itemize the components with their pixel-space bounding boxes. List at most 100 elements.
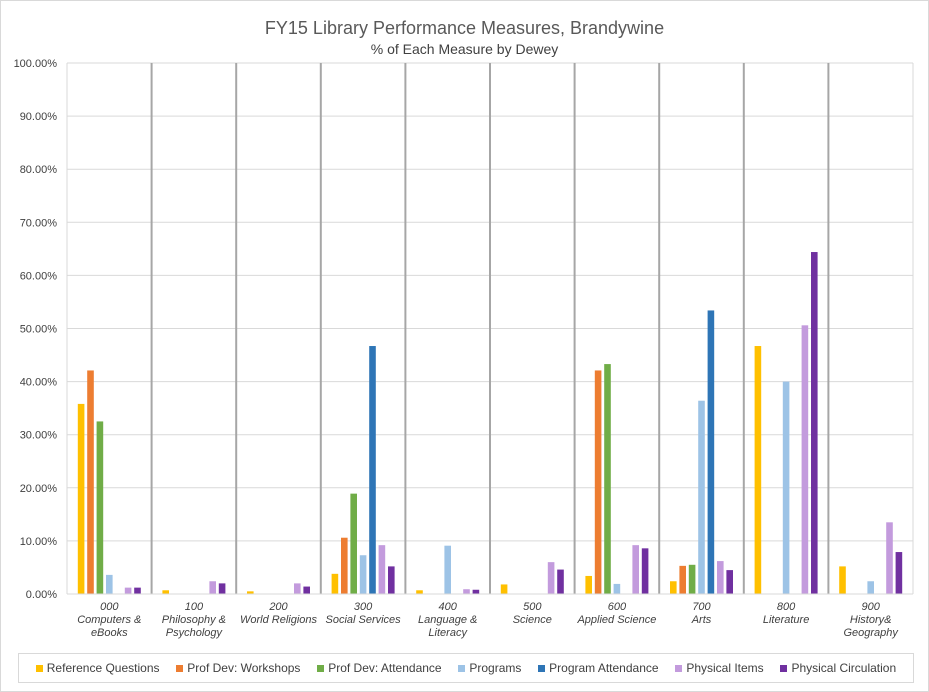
y-tick-label: 0.00%	[26, 589, 57, 601]
category-label: History&	[850, 614, 892, 626]
category-label: 400	[439, 601, 458, 613]
legend-label: Reference Questions	[46, 661, 160, 675]
legend-label: Prof Dev: Attendance	[328, 661, 442, 675]
legend-label: Programs	[469, 661, 522, 675]
bar	[641, 548, 649, 594]
category-label: Applied Science	[576, 614, 656, 626]
bar	[341, 537, 348, 594]
category-label: World Religions	[240, 614, 318, 626]
bar	[472, 589, 480, 594]
bar	[886, 522, 893, 594]
bar	[594, 370, 602, 594]
bar	[839, 566, 846, 594]
legend-item: Program Attendance	[538, 661, 659, 675]
bar	[124, 587, 132, 594]
bar	[782, 381, 790, 594]
category-label: 700	[692, 601, 711, 613]
category-label: 000	[100, 601, 119, 613]
legend-item: Reference Questions	[35, 661, 160, 675]
bar	[604, 364, 611, 594]
bar	[77, 403, 85, 594]
legend-item: Programs	[458, 661, 521, 675]
category-label: Philosophy &	[162, 614, 226, 626]
category-label: Psychology	[166, 627, 224, 639]
category-label: Science	[513, 614, 552, 626]
bar	[378, 545, 386, 594]
category-label: Arts	[691, 614, 712, 626]
bar	[557, 569, 564, 594]
y-tick-label: 100.00%	[14, 58, 58, 70]
legend-swatch	[458, 664, 466, 672]
legend-swatch	[317, 664, 325, 672]
category-label: 200	[268, 601, 288, 613]
category-label: Social Services	[325, 614, 401, 626]
legend-item: Prof Dev: Attendance	[317, 661, 442, 675]
bar	[632, 545, 639, 594]
bar	[463, 589, 470, 594]
y-tick-label: 20.00%	[20, 483, 58, 495]
legend-label: Physical Circulation	[791, 661, 897, 675]
legend-swatch	[35, 664, 43, 672]
bar	[218, 583, 226, 594]
legend-label: Program Attendance	[549, 661, 659, 675]
bar	[717, 561, 724, 594]
bar	[688, 564, 696, 594]
category-label: 900	[862, 601, 881, 613]
category-label: 500	[523, 601, 542, 613]
bar	[247, 591, 254, 594]
category-label: eBooks	[91, 627, 128, 639]
bar	[613, 583, 621, 594]
bar	[867, 581, 874, 594]
bar	[670, 581, 677, 594]
y-tick-label: 70.00%	[20, 217, 58, 229]
bar	[303, 586, 310, 594]
bar	[294, 583, 301, 594]
legend-item: Prof Dev: Workshops	[176, 661, 300, 675]
category-label: Computers &	[77, 614, 141, 626]
y-tick-label: 90.00%	[20, 111, 58, 123]
category-label: 600	[608, 601, 627, 613]
bar	[162, 590, 169, 594]
plot-area: 0.00% 10.00% 20.00% 30.00% 40.00% 50.00% 60.00…	[14, 58, 914, 639]
bar	[96, 421, 104, 594]
category-label: Literature	[763, 614, 809, 626]
bar	[359, 555, 367, 594]
bar	[416, 590, 423, 594]
category-label: 100	[185, 601, 204, 613]
bar	[500, 584, 508, 594]
bar	[801, 325, 809, 594]
y-tick-label: 60.00%	[20, 270, 58, 282]
legend-label: Prof Dev: Workshops	[187, 661, 301, 675]
bar	[106, 574, 113, 594]
legend-swatch	[675, 664, 683, 672]
bar	[895, 552, 903, 594]
legend: Reference Questions Prof Dev: Workshops Pr…	[18, 653, 914, 683]
bar	[369, 346, 376, 594]
chart-title: FY15 Library Performance Measures, Brand…	[264, 18, 665, 38]
legend-swatch	[538, 664, 546, 672]
bar	[350, 493, 357, 594]
category-label: Literacy	[428, 627, 468, 639]
bar	[209, 581, 216, 594]
y-tick-label: 10.00%	[20, 536, 58, 548]
bar	[585, 575, 592, 594]
legend-item: Physical Circulation	[780, 661, 896, 675]
bar	[547, 562, 555, 594]
bar	[388, 566, 395, 594]
legend-swatch	[780, 664, 788, 672]
bar	[679, 565, 686, 594]
bar	[444, 545, 451, 594]
legend-label: Physical Items	[686, 661, 764, 675]
category-label: Language &	[418, 614, 477, 626]
bar	[87, 370, 94, 594]
bar	[726, 570, 733, 594]
legend-swatch	[176, 664, 184, 672]
bar	[331, 573, 339, 594]
chart-subtitle: % of Each Measure by Dewey	[370, 41, 559, 57]
y-tick-label: 80.00%	[20, 164, 58, 176]
bar	[134, 587, 141, 594]
y-tick-label: 40.00%	[20, 377, 58, 389]
bar	[811, 252, 818, 594]
y-tick-label: 30.00%	[20, 430, 58, 442]
